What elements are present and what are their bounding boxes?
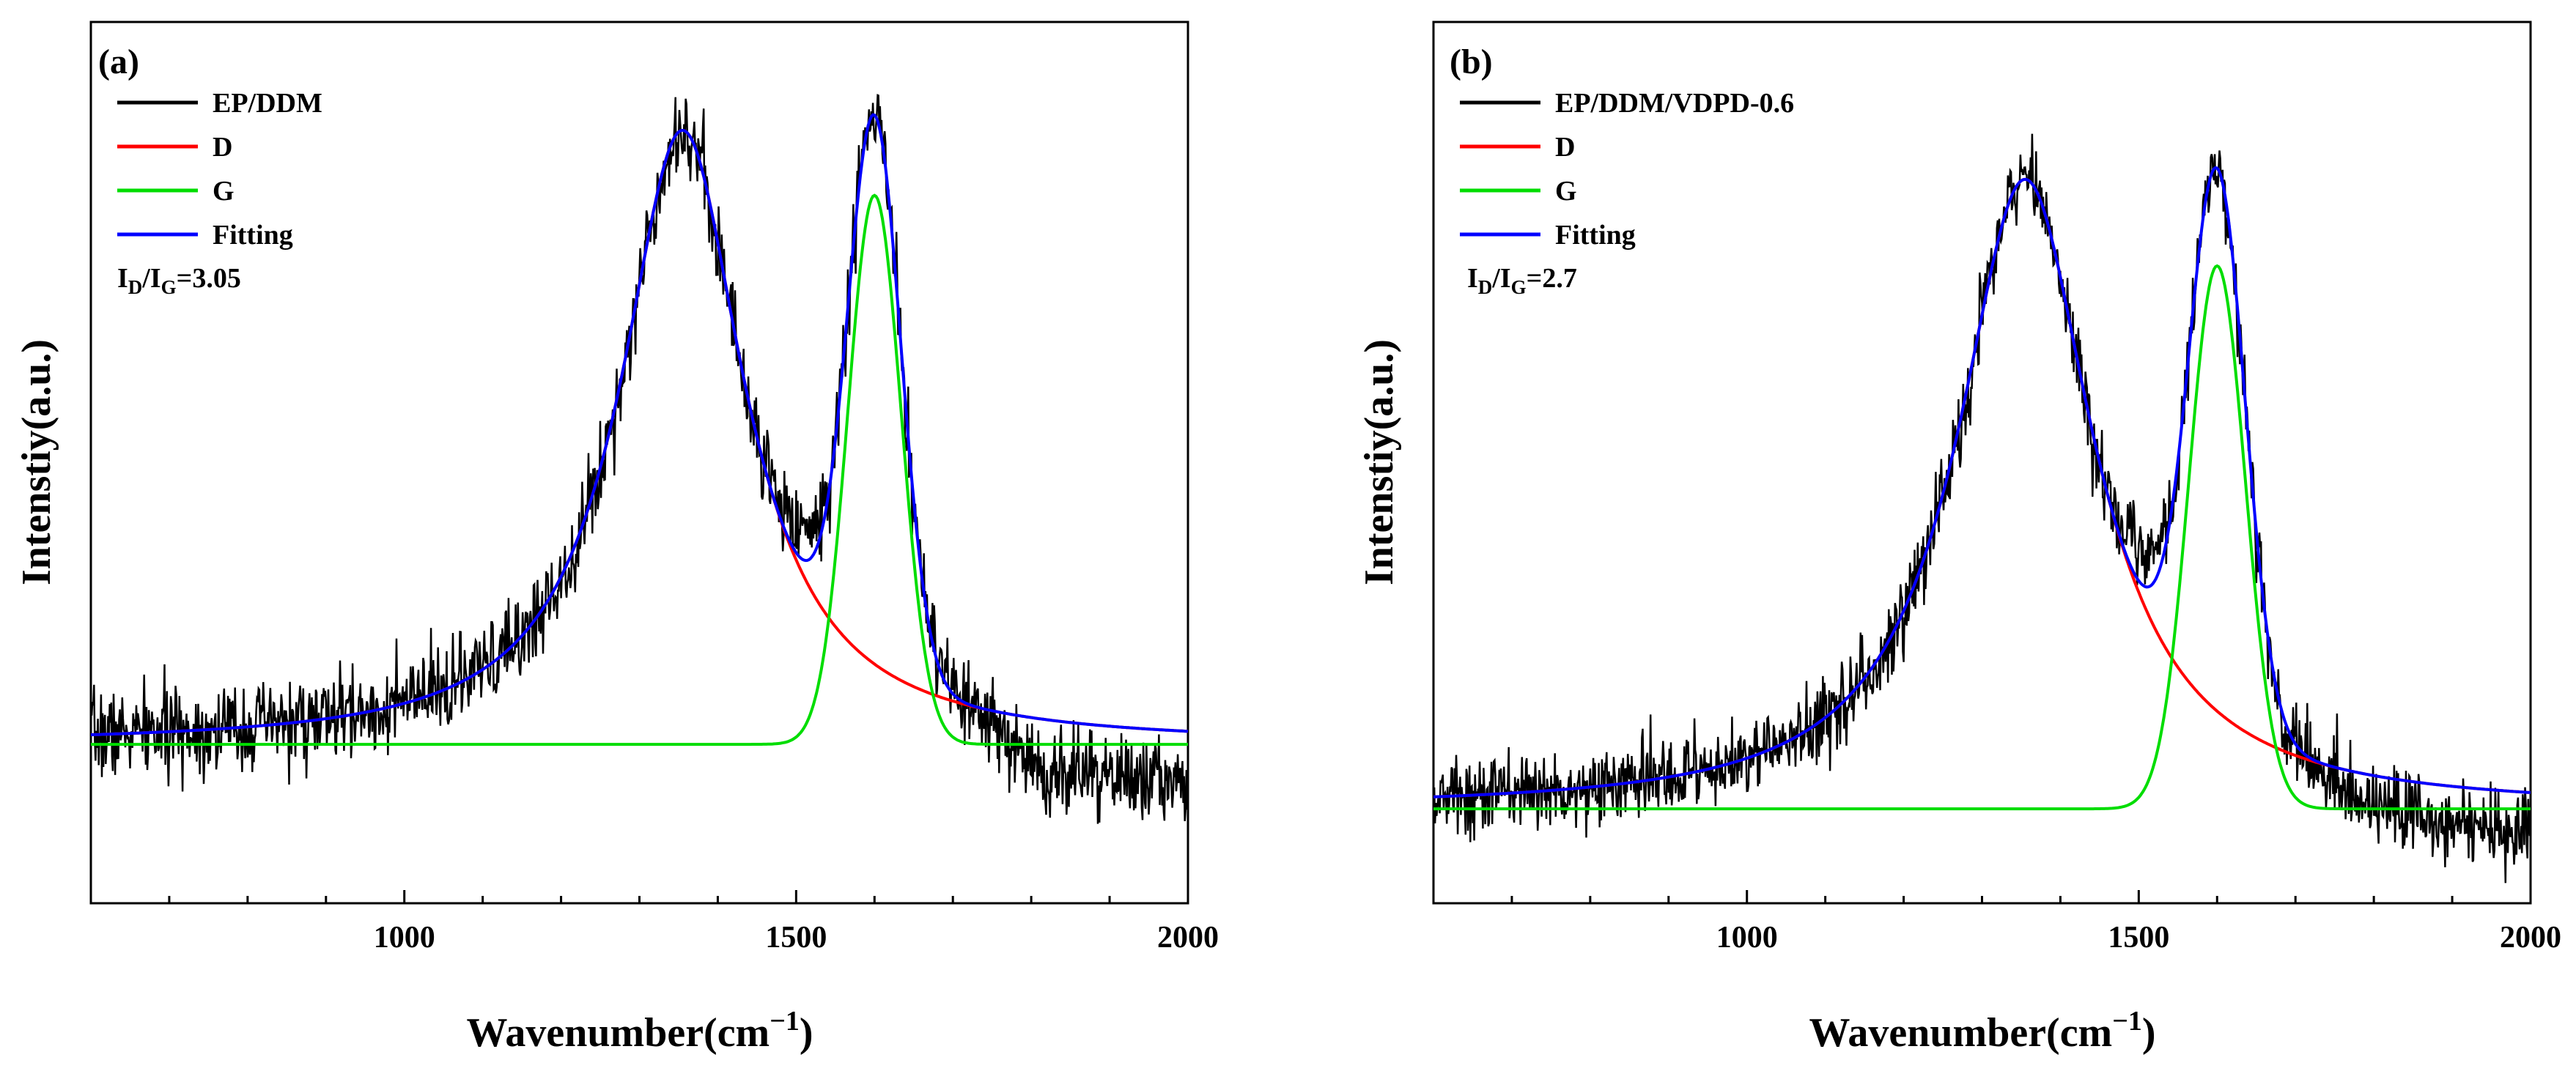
legend-b: EP/DDM/VDPD-0.6 DG Fitting bbox=[1460, 88, 1794, 251]
x-tick-label: 2000 bbox=[2500, 921, 2561, 955]
ratio-annotation-a: ID/IG=3.05 bbox=[117, 263, 241, 298]
series-g-band bbox=[91, 193, 1188, 746]
ratio-annotation-b: ID/IG=2.7 bbox=[1467, 263, 1577, 298]
legend-label: EP/DDM bbox=[213, 88, 322, 119]
legend-label: Fitting bbox=[1555, 220, 1636, 251]
x-tick-label: 1000 bbox=[1716, 921, 1778, 955]
plot-area-b bbox=[1432, 133, 2532, 883]
x-tick-label: 2000 bbox=[1157, 921, 1219, 955]
x-ticks-b: 1000 1500 2000 bbox=[1510, 890, 2561, 955]
series-g-band bbox=[1433, 264, 2531, 811]
x-ticks-a: 1000 1500 2000 bbox=[168, 890, 1219, 955]
legend-label: Fitting bbox=[213, 220, 293, 251]
panel-label-a: (a) bbox=[98, 42, 139, 81]
x-axis-label-a: Wavenumber(cm−1) bbox=[466, 1006, 813, 1056]
x-tick-label: 1500 bbox=[2108, 921, 2169, 955]
series-fitting bbox=[90, 113, 1189, 736]
y-axis-label-b: Intenstiy(a.u.) bbox=[1357, 339, 1402, 585]
x-tick-label: 1000 bbox=[374, 921, 435, 955]
panel-b: 1000 1500 2000 (b) EP/DDM/VDPD-0.6 DG Fittin… bbox=[1357, 21, 2561, 1056]
legend-label: EP/DDM/VDPD-0.6 bbox=[1555, 88, 1794, 119]
series-raw-spectrum bbox=[89, 94, 1189, 824]
legend-label: D bbox=[213, 132, 232, 163]
x-axis-label-b: Wavenumber(cm−1) bbox=[1809, 1006, 2155, 1056]
legend-label: D bbox=[1555, 132, 1575, 163]
legend-a: EP/DDM DG Fitting bbox=[117, 88, 322, 251]
x-tick-label: 1500 bbox=[765, 921, 827, 955]
series-d-band bbox=[1433, 177, 2531, 798]
plot-area-a bbox=[89, 94, 1189, 824]
legend-label: G bbox=[213, 176, 235, 207]
series-raw-spectrum bbox=[1432, 133, 2532, 883]
series-fitting bbox=[1433, 166, 2531, 798]
y-axis-label-a: Intenstiy(a.u.) bbox=[14, 339, 59, 585]
panel-a: 1000 1500 2000 (a) EP/DDM DG Fitting ID/IG=3… bbox=[14, 21, 1219, 1056]
panel-label-b: (b) bbox=[1450, 42, 1493, 81]
legend-label: G bbox=[1555, 176, 1577, 207]
